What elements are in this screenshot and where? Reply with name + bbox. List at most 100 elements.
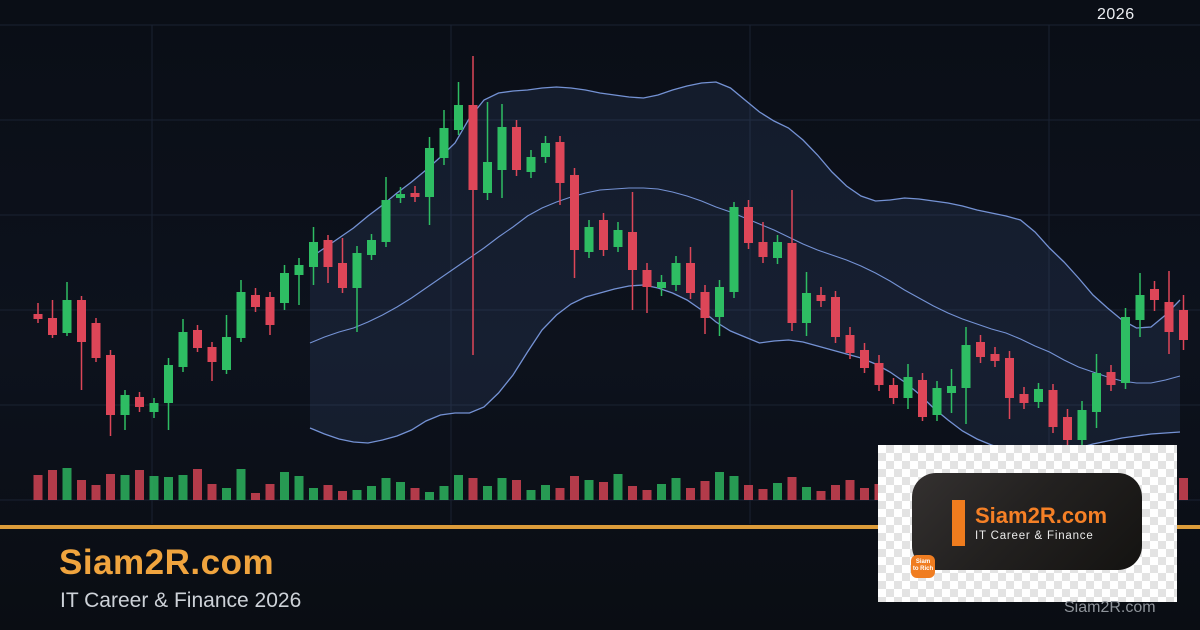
candle	[874, 355, 884, 391]
volume-bar	[62, 468, 72, 500]
volume-bar	[77, 480, 86, 500]
volume-bar	[106, 474, 115, 500]
candle-body	[207, 347, 217, 362]
candle-body	[526, 157, 536, 172]
candle-body	[555, 142, 565, 183]
candle	[425, 137, 434, 225]
candles	[33, 56, 1188, 449]
candle-body	[1106, 372, 1116, 385]
volume-bar	[396, 482, 405, 500]
candle-body	[193, 330, 202, 348]
logo-text-block: Siam2R.com IT Career & Finance	[975, 500, 1107, 546]
volume-bar	[48, 470, 57, 500]
candle-body	[265, 297, 275, 325]
candle	[512, 120, 521, 176]
candle-body	[410, 193, 420, 197]
candle-body	[352, 253, 362, 288]
volume-bar	[512, 480, 521, 500]
volume-bar	[280, 472, 289, 500]
candle	[164, 358, 173, 430]
candle	[1034, 383, 1043, 408]
candle	[1121, 308, 1130, 389]
candle	[744, 200, 753, 249]
candle	[541, 136, 550, 163]
volume-bar	[178, 475, 188, 500]
candle-body	[990, 354, 1000, 361]
candle-body	[309, 242, 318, 267]
candle-body	[1164, 302, 1174, 332]
candle-body	[178, 332, 188, 367]
candle	[178, 319, 188, 372]
volume-bar	[483, 486, 492, 500]
candle-body	[816, 295, 826, 301]
candle	[149, 398, 159, 418]
watermark-text: Siam2R.com	[1064, 599, 1156, 616]
candle-body	[874, 363, 884, 385]
footer-brand-title: Siam2R.com	[59, 543, 275, 582]
candle-body	[961, 345, 971, 388]
footer-tagline: IT Career & Finance 2026	[60, 589, 302, 612]
candle	[671, 256, 681, 291]
candle	[1150, 281, 1159, 311]
volume-bar	[222, 488, 231, 500]
candle-body	[1121, 317, 1130, 383]
volume-bar	[497, 478, 507, 500]
candle-body	[918, 380, 927, 417]
candle	[932, 381, 942, 421]
candle	[642, 263, 652, 313]
candle	[961, 327, 971, 424]
candle	[773, 235, 782, 264]
volume-bar	[381, 478, 391, 500]
candle	[367, 234, 376, 260]
candle-body	[48, 318, 57, 335]
candle	[700, 285, 710, 334]
candle	[976, 335, 985, 363]
candle-body	[106, 355, 115, 415]
volume-bar	[613, 474, 623, 500]
candle	[381, 177, 391, 247]
volume-bar	[468, 478, 478, 500]
volume-bar	[599, 482, 608, 500]
candle	[91, 318, 101, 362]
volume-bar	[715, 472, 724, 500]
candle	[439, 110, 449, 165]
candle-body	[860, 350, 869, 368]
volume-bar	[845, 480, 855, 500]
badge-line-2: to Rich	[912, 566, 934, 572]
volume-bar	[642, 490, 652, 500]
volume-bar	[831, 485, 840, 500]
candle-body	[671, 263, 681, 285]
logo-tagline: IT Career & Finance	[975, 530, 1094, 542]
candle	[396, 187, 405, 203]
candle-body	[1135, 295, 1145, 320]
candle	[787, 190, 797, 331]
candle-body	[251, 295, 260, 307]
candle	[352, 246, 362, 332]
volume-bar	[729, 476, 739, 500]
volume-bar	[657, 484, 666, 500]
accent-divider-line	[0, 525, 1200, 529]
candle	[1164, 271, 1174, 354]
candle-body	[773, 242, 782, 258]
candle	[1077, 401, 1087, 449]
volume-bar	[207, 484, 217, 500]
candle-body	[62, 300, 72, 333]
candle-body	[729, 207, 739, 292]
volume-bar	[628, 486, 637, 500]
candle-body	[135, 397, 144, 407]
candle	[526, 150, 536, 178]
candle-body	[903, 377, 913, 398]
candle-body	[541, 143, 550, 157]
bollinger-upper-line	[309, 81, 1181, 329]
volume-bar	[700, 481, 710, 500]
candle-body	[642, 270, 652, 287]
candle-body	[468, 105, 478, 190]
candle-body	[1150, 289, 1159, 300]
candle	[686, 247, 695, 299]
candle-body	[149, 403, 159, 412]
candle-body	[1179, 310, 1188, 340]
candle-body	[947, 386, 956, 393]
candle	[802, 272, 811, 336]
candle	[613, 222, 623, 252]
